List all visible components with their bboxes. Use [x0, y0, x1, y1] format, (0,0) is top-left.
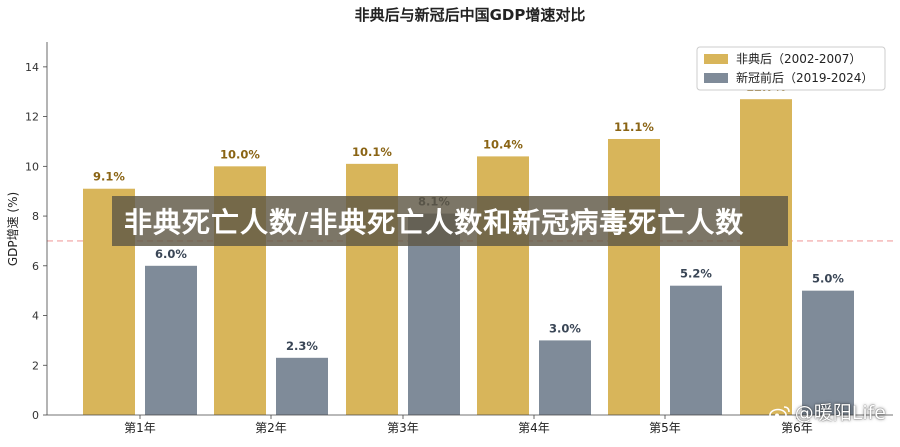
legend: 非典后（2002-2007） 新冠前后（2019-2024）	[696, 46, 886, 91]
y-tick-label: 14	[25, 61, 39, 74]
legend-label-covid: 新冠前后（2019-2024）	[736, 70, 873, 85]
bar-covid	[276, 357, 328, 415]
bar-sars	[608, 138, 660, 416]
bar-covid	[539, 340, 591, 415]
bar-covid	[802, 290, 854, 415]
y-axis-ticks: 0 2 4 6 8 10 12 14	[25, 61, 47, 422]
bar-covid	[145, 265, 197, 415]
bar-covid	[408, 213, 460, 415]
bar-label-covid: 5.0%	[812, 272, 844, 286]
x-tick-label: 第1年	[124, 421, 156, 435]
y-tick-label: 4	[32, 310, 39, 323]
y-tick-label: 0	[32, 409, 39, 422]
bar-label-covid: 6.0%	[155, 247, 187, 261]
y-tick-label: 8	[32, 210, 39, 223]
x-tick-label: 第2年	[255, 421, 287, 435]
legend-swatch-sars	[704, 54, 728, 64]
y-tick-label: 6	[32, 260, 39, 273]
bar-label-covid: 2.3%	[286, 339, 318, 353]
y-tick-label: 10	[25, 160, 39, 173]
x-axis-ticks: 第1年 第2年 第3年 第4年 第5年 第6年	[124, 415, 813, 435]
legend-label-sars: 非典后（2002-2007）	[736, 52, 861, 66]
bars-group	[83, 99, 854, 416]
x-tick-label: 第6年	[781, 421, 813, 435]
weibo-logo-icon	[768, 406, 790, 421]
bar-label-sars: 11.1%	[614, 120, 654, 134]
bar-label-sars: 10.1%	[352, 145, 392, 159]
x-tick-label: 第3年	[387, 421, 419, 435]
watermark: @暖阳Life	[768, 398, 886, 425]
bar-label-sars: 10.0%	[220, 147, 260, 161]
overlay-banner: 非典死亡人数/非典死亡人数和新冠病毒死亡人数	[112, 196, 788, 246]
bar-label-sars: 9.1%	[93, 170, 125, 184]
x-tick-label: 第5年	[649, 421, 681, 435]
y-tick-label: 12	[25, 111, 39, 124]
legend-box	[696, 46, 886, 91]
legend-swatch-covid	[704, 73, 728, 83]
bar-label-covid: 3.0%	[549, 321, 581, 335]
chart-title: 非典后与新冠后中国GDP增速对比	[355, 6, 586, 24]
y-tick-label: 2	[32, 359, 39, 372]
bar-sars	[740, 99, 792, 416]
y-axis-label: GDP增速 (%)	[6, 192, 20, 266]
bar-covid	[670, 285, 722, 415]
x-tick-label: 第4年	[518, 421, 550, 435]
watermark-text: @暖阳Life	[794, 402, 886, 424]
bar-label-covid: 5.2%	[680, 267, 712, 281]
overlay-banner-text: 非典死亡人数/非典死亡人数和新冠病毒死亡人数	[124, 206, 745, 239]
bar-label-sars: 10.4%	[483, 137, 523, 151]
